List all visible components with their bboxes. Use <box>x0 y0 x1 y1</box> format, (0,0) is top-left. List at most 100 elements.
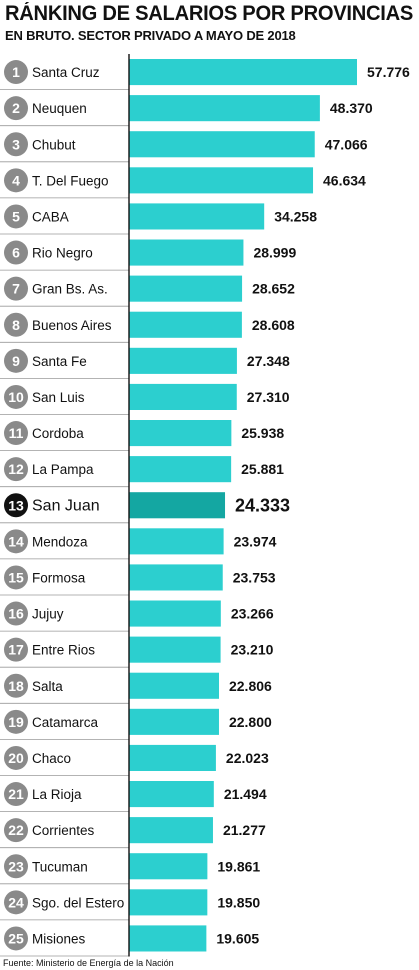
salary-bar <box>129 420 232 447</box>
province-label: T. Del Fuego <box>32 173 109 188</box>
salary-bar <box>129 636 221 663</box>
province-label: Entre Rios <box>32 643 95 658</box>
value-label: 22.800 <box>229 714 272 730</box>
salary-bar <box>129 492 226 519</box>
rank-badge <box>4 673 28 698</box>
salary-bar <box>129 131 315 158</box>
value-label: 27.310 <box>247 389 290 405</box>
province-label: Formosa <box>32 570 86 585</box>
province-label: Chaco <box>32 751 71 766</box>
rank-badge <box>4 132 28 157</box>
rank-number: 3 <box>12 136 20 152</box>
rank-number: 2 <box>12 100 20 116</box>
rank-number: 25 <box>8 930 24 946</box>
province-label: Misiones <box>32 931 86 946</box>
salary-bar <box>129 347 237 374</box>
value-label: 28.608 <box>252 317 295 333</box>
rank-number: 10 <box>8 389 24 405</box>
rank-number: 23 <box>8 858 24 874</box>
value-label: 25.881 <box>241 461 284 477</box>
salary-bar <box>129 925 207 952</box>
salary-bar <box>129 528 224 555</box>
salary-bar <box>129 744 216 771</box>
value-label: 23.266 <box>231 606 274 622</box>
province-label: Rio Negro <box>32 246 93 261</box>
rank-badge <box>4 782 28 807</box>
rank-number: 17 <box>8 642 24 658</box>
province-label: La Rioja <box>32 787 82 802</box>
province-label: Catamarca <box>32 715 99 730</box>
value-label: 21.277 <box>223 822 266 838</box>
rank-badge <box>4 601 28 626</box>
rank-number: 12 <box>8 461 24 477</box>
rank-number: 1 <box>12 64 20 80</box>
province-label: Sgo. del Estero <box>32 895 124 910</box>
province-label: Chubut <box>32 137 76 152</box>
salary-bar <box>129 889 208 916</box>
province-label: Gran Bs. As. <box>32 282 108 297</box>
rank-number: 4 <box>12 172 20 188</box>
chart-subtitle: EN BRUTO. SECTOR PRIVADO A MAYO DE 2018 <box>5 28 296 43</box>
rank-number: 5 <box>12 208 20 224</box>
rank-badge <box>4 493 28 518</box>
rank-number: 15 <box>8 569 24 585</box>
value-label: 19.605 <box>216 930 259 946</box>
rank-badge <box>4 926 28 951</box>
salary-bar <box>129 708 219 735</box>
province-label: Jujuy <box>32 607 64 622</box>
salary-bar <box>129 383 237 410</box>
province-label: Tucuman <box>32 859 88 874</box>
rank-number: 8 <box>12 317 20 333</box>
source-note: Fuente: Ministerio de Energía de la Naci… <box>3 958 174 968</box>
value-label: 24.333 <box>235 495 290 515</box>
rank-badge <box>4 421 28 446</box>
rank-badge <box>4 168 28 193</box>
value-label: 22.806 <box>229 678 272 694</box>
value-label: 28.999 <box>253 245 296 261</box>
value-label: 47.066 <box>325 136 368 152</box>
rank-badge <box>4 384 28 409</box>
chart-title: RÁNKING DE SALARIOS POR PROVINCIAS <box>5 2 414 25</box>
value-label: 57.776 <box>367 64 410 80</box>
value-label: 27.348 <box>247 353 290 369</box>
rank-number: 24 <box>8 894 24 910</box>
rank-badge <box>4 204 28 229</box>
province-label: Santa Fe <box>32 354 87 369</box>
rank-number: 19 <box>8 714 24 730</box>
rank-badge <box>4 312 28 337</box>
province-label: San Juan <box>32 497 100 514</box>
value-label: 21.494 <box>224 786 267 802</box>
rank-number: 11 <box>9 425 24 441</box>
salary-bar <box>129 600 221 627</box>
salary-bar <box>129 853 208 880</box>
province-label: La Pampa <box>32 462 94 477</box>
value-label: 23.210 <box>231 642 274 658</box>
rank-badge <box>4 60 28 85</box>
rank-badge <box>4 529 28 554</box>
rank-number: 9 <box>12 353 20 369</box>
rank-badge <box>4 96 28 121</box>
salary-bar <box>129 564 223 591</box>
province-label: Corrientes <box>32 823 95 838</box>
rank-number: 21 <box>8 786 24 802</box>
rank-badge <box>4 890 28 915</box>
rank-badge <box>4 565 28 590</box>
rank-badge <box>4 745 28 770</box>
rank-badge <box>4 276 28 301</box>
salary-bar <box>129 817 213 844</box>
rank-badge <box>4 457 28 482</box>
province-label: CABA <box>32 209 69 224</box>
salary-bar <box>129 311 242 338</box>
value-label: 19.850 <box>217 894 260 910</box>
salary-bar <box>129 95 320 122</box>
value-label: 25.938 <box>241 425 284 441</box>
province-label: Mendoza <box>32 534 88 549</box>
value-label: 48.370 <box>330 100 373 116</box>
value-label: 23.753 <box>233 569 276 585</box>
salary-bar <box>129 275 243 302</box>
value-label: 22.023 <box>226 750 269 766</box>
value-label: 46.634 <box>323 172 366 188</box>
province-label: Santa Cruz <box>32 65 100 80</box>
province-label: Salta <box>32 679 63 694</box>
